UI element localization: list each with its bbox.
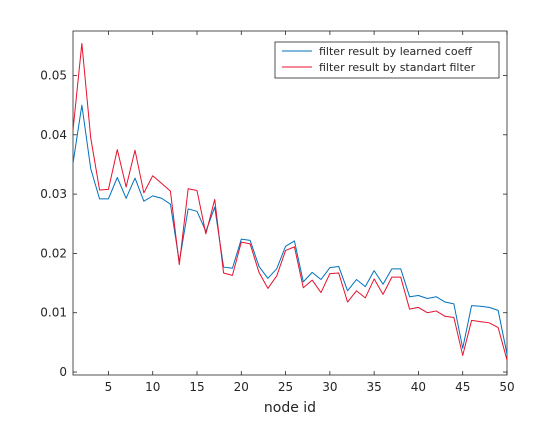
x-tick-label: 10	[145, 380, 160, 394]
x-tick-label: 5	[105, 380, 113, 394]
x-axis-label: node id	[264, 400, 316, 416]
x-tick-label: 45	[455, 380, 470, 394]
x-tick-label: 25	[278, 380, 293, 394]
x-tick-label: 40	[411, 380, 426, 394]
x-tick-label: 30	[322, 380, 337, 394]
y-tick-label: 0	[59, 365, 67, 379]
legend: filter result by learned coeff filter re…	[274, 41, 500, 79]
y-tick-label: 0.01	[40, 306, 67, 320]
legend-label-learned: filter result by learned coeff	[319, 45, 472, 58]
plot-area	[72, 30, 508, 376]
y-tick-label: 0.05	[40, 68, 67, 82]
series-line-learned-coeff	[72, 104, 508, 355]
x-tick-label: 35	[367, 380, 382, 394]
y-tick-label: 0.03	[40, 187, 67, 201]
series-line-standard-filter	[72, 42, 508, 361]
legend-label-standard: filter result by standart filter	[319, 61, 476, 74]
series-lines	[72, 42, 508, 361]
legend-box	[274, 41, 500, 79]
x-tick-label: 15	[189, 380, 204, 394]
y-tick-label: 0.04	[40, 128, 67, 142]
y-tick-label: 0.02	[40, 246, 67, 260]
x-tick-label: 50	[499, 380, 514, 394]
x-tick-label: 20	[234, 380, 249, 394]
axis-ticks: 5 10 15 20 25 30 35 40 45 50 0 0.01 0.02 0.03 0.04 0.05	[40, 31, 515, 394]
